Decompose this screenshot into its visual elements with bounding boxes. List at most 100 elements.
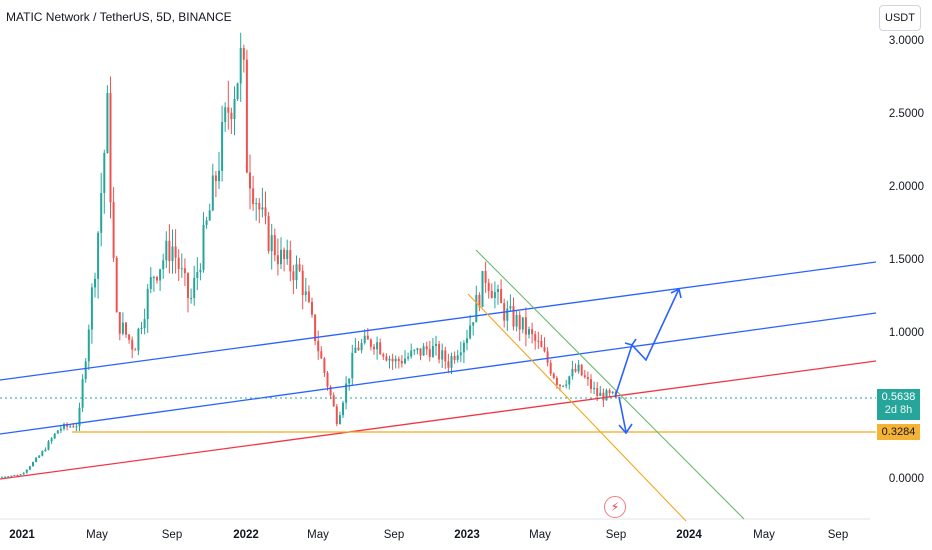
- candle-body: [363, 335, 366, 343]
- candle-body: [348, 378, 351, 384]
- candle-body: [394, 358, 397, 362]
- candle-body: [53, 433, 56, 439]
- candle-body: [125, 322, 127, 335]
- candle-body: [264, 207, 267, 217]
- price-tick-label: 0.0000: [888, 473, 924, 485]
- candle-body: [239, 48, 242, 84]
- descending-trend-line: [475, 249, 745, 520]
- candle-body: [534, 334, 537, 341]
- candle-body: [249, 172, 251, 189]
- candle-body: [38, 455, 41, 458]
- time-tick-label: Sep: [383, 529, 405, 541]
- candle-body: [233, 99, 236, 120]
- last-price-value: 0.5638: [881, 391, 916, 403]
- candle-body: [413, 350, 416, 352]
- candle-body: [35, 457, 38, 463]
- candle-body: [87, 329, 90, 362]
- candle-body: [478, 294, 481, 307]
- time-tick-label: Sep: [161, 529, 183, 541]
- candle-body: [419, 348, 422, 356]
- candle-body: [168, 240, 171, 262]
- candle-body: [63, 424, 65, 429]
- upper-channel-line: [0, 261, 877, 381]
- candle-body: [295, 264, 298, 281]
- candle-body: [75, 426, 78, 428]
- candle-body: [276, 255, 279, 265]
- candle-body: [376, 342, 379, 350]
- candle-body: [462, 342, 465, 353]
- candle-body: [524, 317, 527, 335]
- time-tick-label: Sep: [827, 529, 849, 541]
- candle-body: [121, 322, 124, 334]
- candle-body: [435, 343, 437, 347]
- candle-body: [329, 386, 332, 396]
- candle-body: [345, 383, 348, 403]
- candle-body: [245, 59, 248, 173]
- candle-body: [422, 346, 425, 356]
- candle-body: [152, 277, 155, 279]
- candle-body: [103, 153, 106, 193]
- candle-body: [469, 325, 472, 339]
- candle-body: [22, 472, 25, 475]
- candle-body: [202, 224, 205, 270]
- candle-body: [586, 377, 589, 380]
- candle-body: [528, 329, 530, 335]
- candle-body: [546, 351, 549, 363]
- candle-body: [211, 175, 214, 211]
- price-tick-label: 3.0000: [888, 35, 924, 47]
- candle-body: [292, 271, 295, 281]
- price-tick-label: 1.0000: [888, 327, 924, 339]
- candle-body: [149, 277, 152, 290]
- candle-body: [459, 352, 462, 356]
- candle-body: [137, 328, 140, 351]
- lightning-icon[interactable]: ⚡: [604, 496, 626, 518]
- bar-countdown: 2d 8h: [884, 404, 913, 416]
- candle-body: [270, 235, 273, 252]
- candle-body: [335, 406, 338, 425]
- candle-body: [44, 449, 47, 452]
- candle-body: [4, 476, 7, 478]
- candle-body: [555, 377, 558, 385]
- candle-body: [193, 277, 196, 298]
- candle-body: [280, 249, 282, 265]
- candle-body: [397, 358, 400, 362]
- candle-body: [100, 192, 103, 233]
- candle-body: [41, 451, 44, 456]
- currency-button[interactable]: USDT: [879, 5, 921, 31]
- candle-body: [221, 121, 224, 171]
- candle-body: [242, 48, 245, 60]
- candle-body: [273, 235, 276, 256]
- candle-body: [72, 426, 75, 428]
- candle-body: [351, 352, 354, 379]
- candle-body: [574, 368, 577, 372]
- candle-body: [382, 354, 385, 357]
- candle-body: [25, 469, 28, 473]
- candle-body: [56, 430, 59, 434]
- candle-body: [466, 338, 468, 343]
- time-tick-label: 2023: [454, 529, 480, 541]
- candle-body: [518, 315, 521, 330]
- candle-body: [84, 361, 87, 380]
- candle-body: [366, 335, 369, 340]
- candle-body: [81, 379, 84, 408]
- candle-body: [599, 392, 602, 397]
- candle-body: [230, 112, 233, 120]
- candle-body: [537, 340, 540, 342]
- candle-body: [214, 175, 217, 182]
- candle-body: [438, 343, 441, 360]
- arrowhead-1: [624, 338, 637, 346]
- candle-body: [13, 474, 16, 476]
- lower-channel-line: [0, 312, 877, 435]
- time-tick-label: May: [307, 529, 329, 541]
- arrowhead-3: [618, 423, 633, 435]
- candle-body: [171, 246, 174, 262]
- candle-body: [441, 350, 444, 360]
- candle-body: [94, 278, 96, 288]
- descending-channel-lower-line: [467, 293, 687, 522]
- candle-body: [301, 270, 304, 296]
- candle-body: [10, 475, 13, 477]
- candle-body: [1, 476, 3, 478]
- candle-body: [590, 379, 592, 390]
- arrowhead-2: [670, 287, 682, 299]
